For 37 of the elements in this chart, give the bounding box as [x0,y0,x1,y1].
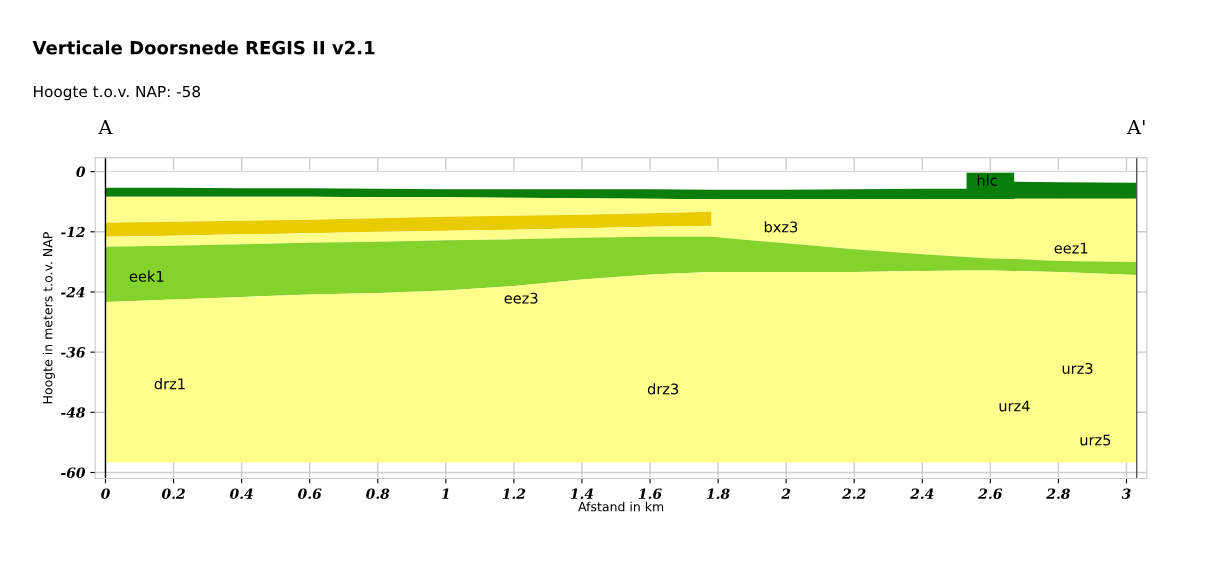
x-tick-label: 2.2 [842,488,866,499]
x-tick-label: 1 [441,488,449,499]
x-tick-label: 2 [781,488,791,499]
x-tick-label: 1.6 [638,488,662,499]
x-tick-label: 1.2 [502,488,526,499]
annotation: drz1 [154,378,185,390]
x-tick-label: 1.4 [570,488,594,499]
y-tick-label: -48 [61,407,86,418]
annotation: eez3 [504,292,538,304]
x-tick-label: 0.4 [230,488,253,499]
x-tick-label: 0.6 [298,488,322,499]
y-tick-label: -36 [61,347,86,358]
x-tick-label: 3 [1121,488,1131,499]
x-tick-label: 0 [101,488,110,499]
ref-line-label: A' [1126,119,1145,135]
x-tick-label: 2.8 [1046,488,1070,499]
annotation: urz3 [1062,362,1093,374]
ref-line-label: A [98,119,113,135]
x-tick-label: 0.8 [366,488,390,499]
x-tick-label: 0.2 [161,488,185,499]
annotation: drz3 [647,383,679,395]
annotation: urz5 [1080,434,1111,446]
x-tick-label: 1.8 [706,488,730,499]
annotation: urz4 [999,400,1030,412]
chart-title: Verticale Doorsnede REGIS II v2.1 [32,40,375,55]
x-tick-label: 2.6 [978,488,1003,499]
chart-subtitle: Hoogte t.o.v. NAP: -58 [34,85,201,101]
annotation: eek1 [129,270,164,282]
y-tick-label: -24 [61,286,85,298]
x-tick-label: 2.4 [910,488,934,499]
y-axis-title: Hoogte in meters t.o.v. NAP [42,232,55,404]
annotation: bxz3 [764,221,798,233]
y-tick-label: 0 [76,166,86,178]
y-tick-label: -60 [61,467,86,478]
annotation: eez1 [1054,242,1088,254]
y-tick-label: -12 [61,226,85,238]
x-axis-title: Afstand in km [578,501,664,512]
